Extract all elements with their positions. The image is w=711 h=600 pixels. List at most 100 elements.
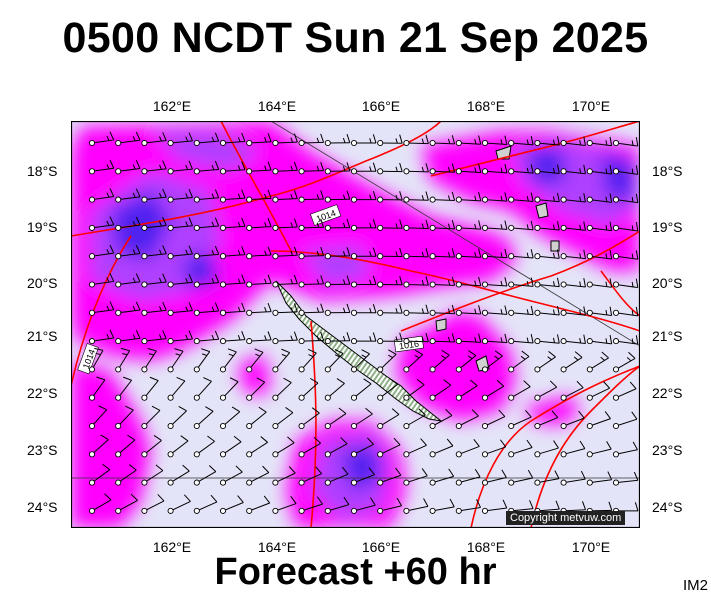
- wind-barb: [560, 501, 587, 514]
- wind-barb-feather: [552, 139, 555, 145]
- lat-label-right-21: 21°S: [652, 328, 683, 344]
- wind-barb-station: [350, 253, 358, 260]
- wind-barb-station: [167, 309, 174, 316]
- wind-barb-feather: [500, 280, 503, 286]
- wind-barb: [141, 273, 167, 288]
- wind-barb-feather: [267, 189, 272, 199]
- wind-barb: [298, 436, 321, 458]
- wind-barb-shaft: [249, 197, 272, 201]
- wind-barb: [88, 301, 115, 316]
- wind-barb-feather: [316, 307, 320, 313]
- wind-barb-feather: [320, 133, 325, 143]
- wind-barb-station: [455, 394, 462, 401]
- wind-barb: [141, 160, 167, 175]
- wind-barb-feather: [395, 308, 398, 314]
- wind-barb-feather: [369, 194, 372, 200]
- wind-barb-feather: [474, 138, 477, 145]
- wind-barb-station: [455, 139, 462, 147]
- wind-barb: [403, 438, 427, 458]
- wind-barb-feather: [158, 136, 162, 142]
- wind-barb-feather: [526, 280, 529, 287]
- wind-barb-station: [298, 479, 305, 486]
- wind-barb-station: [141, 507, 148, 514]
- wind-barb-station: [115, 394, 122, 401]
- wind-barb-feather: [607, 471, 613, 480]
- wind-barb: [612, 306, 639, 317]
- wind-barb-feather: [346, 303, 351, 313]
- wind-barb-shaft: [432, 506, 455, 512]
- wind-barb: [350, 247, 377, 260]
- wind-barb-shaft: [275, 472, 296, 484]
- wind-barb-feather: [425, 163, 429, 173]
- wind-barb-shaft: [615, 357, 636, 370]
- wind-barb-feather: [361, 354, 367, 358]
- wind-barb: [219, 217, 246, 231]
- wind-barb-station: [219, 479, 227, 486]
- wind-barb-feather: [474, 469, 481, 478]
- wind-barb-feather: [342, 279, 346, 285]
- wind-barb-feather: [421, 251, 425, 257]
- wind-barb-station: [560, 253, 567, 260]
- wind-barb-station: [429, 139, 436, 147]
- wind-barb: [455, 499, 481, 514]
- wind-barb-feather: [441, 349, 450, 356]
- wind-barb-feather: [395, 279, 398, 285]
- wind-barb-station: [88, 451, 96, 458]
- wind-barb-shaft: [458, 476, 481, 484]
- wind-barb-shaft: [249, 502, 270, 512]
- wind-barb-feather: [478, 276, 482, 286]
- wind-barb-station: [508, 338, 515, 345]
- wind-barb-feather: [267, 331, 272, 341]
- wind-barb: [377, 304, 403, 316]
- wind-barb-feather: [583, 221, 586, 231]
- wind-barb-feather: [237, 136, 241, 142]
- wind-barb-station: [88, 338, 96, 345]
- wind-barb-feather: [451, 135, 456, 145]
- wind-barb-feather: [342, 166, 346, 172]
- wind-barb-station: [272, 281, 279, 288]
- wind-barb-shaft: [144, 380, 159, 399]
- wind-barb-feather: [583, 136, 586, 146]
- wind-barb-station: [403, 281, 410, 288]
- wind-barb: [377, 467, 402, 486]
- wind-barb-shaft: [537, 255, 560, 259]
- wind-barb-feather: [214, 302, 220, 312]
- wind-barb-shaft: [589, 227, 612, 232]
- wind-barb: [350, 497, 376, 514]
- wind-barb: [115, 347, 131, 373]
- wind-barb-shaft: [117, 350, 131, 370]
- wind-barb-shaft: [537, 170, 560, 174]
- wind-barb-shaft: [327, 353, 344, 370]
- wind-barb: [272, 246, 298, 260]
- wind-barb-feather: [631, 168, 634, 174]
- wind-barb-station: [193, 422, 200, 430]
- wind-barb-feather: [320, 331, 325, 341]
- wind-barb-station: [298, 366, 305, 373]
- wind-barb: [219, 274, 246, 288]
- wind-barb-feather: [530, 164, 534, 174]
- wind-barb-feather: [214, 160, 220, 170]
- wind-barb-station: [88, 479, 96, 486]
- wind-barb-shaft: [432, 199, 455, 202]
- wind-barb-feather: [104, 493, 112, 501]
- wind-barb-station: [481, 451, 489, 458]
- wind-barb-station: [560, 224, 567, 231]
- wind-barb-feather: [158, 306, 162, 312]
- wind-barb-shaft: [406, 505, 429, 512]
- wind-barb-shaft: [196, 225, 219, 229]
- wind-barb-feather: [149, 376, 159, 382]
- wind-barb-shaft: [118, 337, 141, 342]
- wind-barb-station: [167, 366, 174, 373]
- wind-barb-feather: [158, 192, 162, 198]
- wind-barb-feather: [478, 191, 482, 201]
- wind-barb-station: [403, 338, 410, 345]
- vanuatu-island-2: [550, 240, 560, 252]
- wind-barb: [508, 350, 530, 373]
- wind-barb-station: [115, 309, 122, 316]
- wind-barb-shaft: [458, 506, 481, 512]
- wind-barb-feather: [346, 218, 351, 228]
- wind-barb-station: [167, 253, 174, 260]
- wind-barb-station: [272, 338, 279, 345]
- wind-barb: [246, 189, 272, 203]
- wind-barb-feather: [579, 168, 582, 174]
